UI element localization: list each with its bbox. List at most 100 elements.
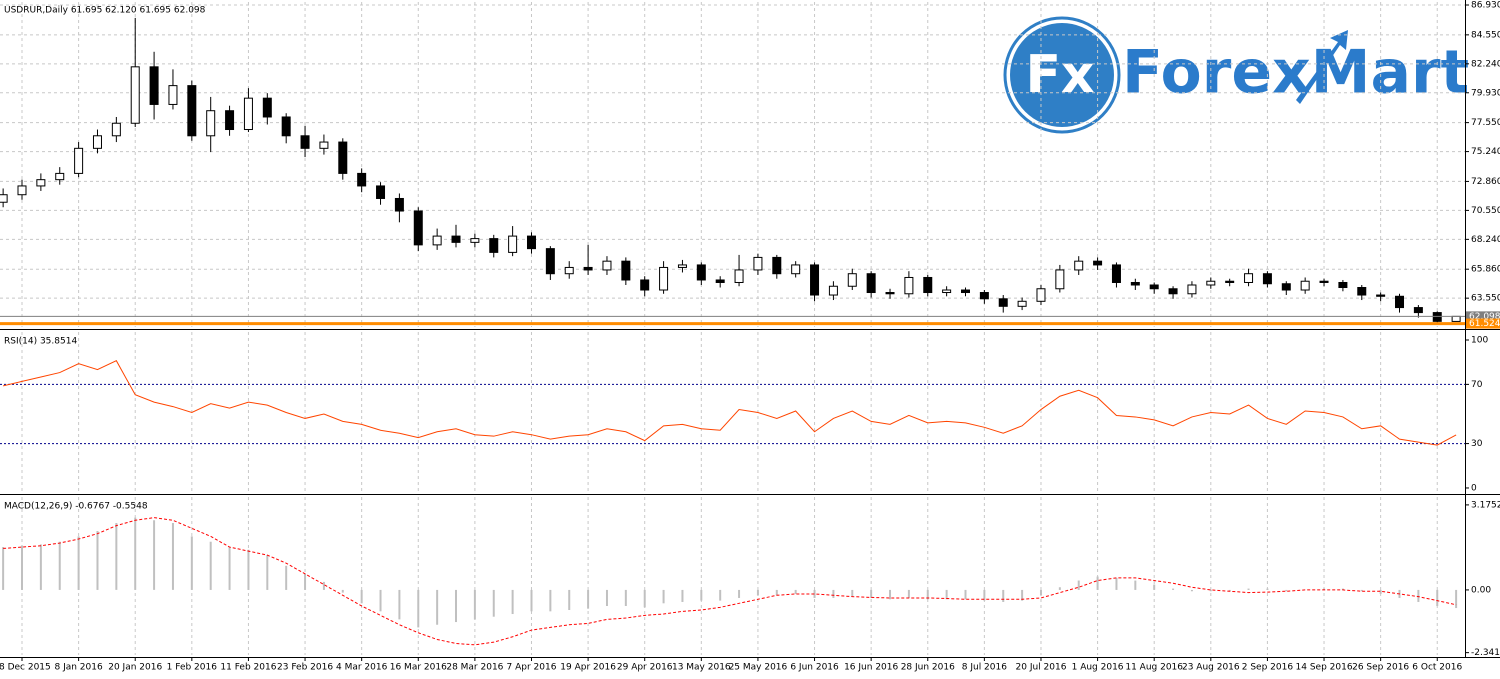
- candle-body: [696, 264, 706, 281]
- y-tick-label: 86.930: [1471, 1, 1500, 11]
- panel-title: USDRUR,Daily 61.695 62.120 61.695 62.098: [4, 6, 206, 16]
- x-tick-label: 1 Feb 2016: [167, 663, 218, 673]
- x-tick-label: 8 Jul 2016: [962, 663, 1007, 673]
- candle-body: [357, 172, 367, 187]
- x-tick-label: 13 May 2016: [672, 663, 731, 673]
- candle-body: [715, 279, 725, 283]
- price-label: 61.524: [1469, 319, 1500, 329]
- candle-body: [1036, 288, 1046, 302]
- y-tick-label: 0: [1471, 483, 1477, 493]
- candle-body: [187, 85, 197, 137]
- candle-body: [1413, 307, 1423, 314]
- logo-arrow: [1296, 30, 1348, 104]
- candle-body: [281, 116, 291, 137]
- candle-body: [1055, 269, 1065, 290]
- candle-body: [1149, 284, 1159, 290]
- y-tick-label: 30: [1471, 439, 1483, 449]
- x-tick-label: 16 Jun 2016: [844, 663, 898, 673]
- candle-body: [36, 179, 46, 187]
- y-tick-label: 70.550: [1471, 206, 1500, 216]
- price-label-box: [1466, 318, 1500, 329]
- candle-body: [1111, 264, 1121, 283]
- candle-body: [1093, 260, 1103, 266]
- candle-body: [621, 260, 631, 281]
- candle-body: [564, 266, 574, 275]
- watermark: Fx ForexMart: [1003, 16, 1469, 134]
- candle-body: [583, 266, 593, 271]
- panel-title: RSI(14) 35.8514: [4, 337, 77, 347]
- candle-body: [243, 97, 253, 131]
- candle-body: [1338, 281, 1348, 289]
- candle-body: [979, 292, 989, 300]
- candle-body: [942, 289, 952, 294]
- x-tick-label: 7 Apr 2016: [507, 663, 557, 673]
- candle-body: [92, 135, 102, 149]
- candle-body: [1017, 300, 1027, 307]
- candle-body: [753, 256, 763, 271]
- candle-body: [1451, 315, 1461, 322]
- candle-body: [508, 235, 518, 253]
- candle-body: [640, 279, 650, 291]
- candle-body: [111, 122, 121, 137]
- x-tick-label: 1 Aug 2016: [1072, 663, 1124, 673]
- candle-body: [1281, 283, 1291, 291]
- candle-body: [1225, 280, 1235, 283]
- x-tick-label: 6 Jun 2016: [790, 663, 839, 673]
- candle-body: [602, 260, 612, 271]
- candle-body: [470, 238, 480, 243]
- candle-body: [659, 266, 669, 291]
- candle-body: [376, 185, 386, 199]
- candle-body: [1357, 287, 1367, 296]
- candle-body: [319, 141, 329, 149]
- price-label: 62.098: [1469, 312, 1500, 322]
- rsi-line: [3, 360, 1457, 446]
- y-tick-label: 82.240: [1471, 59, 1500, 69]
- x-tick-label: 28 Jun 2016: [901, 663, 955, 673]
- candle-body: [1395, 295, 1405, 309]
- candle-body: [677, 264, 687, 268]
- logo-text: ForexMart: [1122, 38, 1469, 108]
- candle-body: [432, 235, 442, 246]
- candle-body: [526, 235, 536, 250]
- candle-body: [130, 66, 140, 124]
- x-tick-label: 6 Oct 2016: [1412, 663, 1462, 673]
- x-tick-label: 23 Aug 2016: [1182, 663, 1240, 673]
- candle-body: [1074, 260, 1084, 271]
- logo-circle: [1010, 23, 1114, 127]
- y-tick-label: 3.1752: [1471, 500, 1500, 510]
- y-tick-label: 70: [1471, 380, 1483, 390]
- y-tick-label: -2.3417: [1471, 648, 1500, 658]
- candle-body: [74, 147, 84, 174]
- x-tick-label: 29 Apr 2016: [617, 663, 673, 673]
- candle-body: [904, 276, 914, 295]
- y-tick-label: 84.550: [1471, 30, 1500, 40]
- x-tick-label: 11 Aug 2016: [1125, 663, 1183, 673]
- panel-title: MACD(12,26,9) -0.6767 -0.5548: [4, 502, 148, 512]
- candle-body: [961, 289, 970, 294]
- candle-body: [810, 264, 820, 296]
- candle-body: [0, 194, 8, 203]
- price-label-box: [1466, 311, 1500, 322]
- candle-body: [1244, 273, 1254, 283]
- candle-body: [998, 298, 1008, 307]
- candle-body: [734, 269, 744, 283]
- candle-body: [55, 172, 65, 181]
- x-tick-label: 20 Jan 2016: [108, 663, 162, 673]
- signal-line: [3, 517, 1457, 646]
- candle-body: [262, 97, 272, 118]
- logo-badge: Fx: [1025, 45, 1094, 105]
- x-tick-label: 19 Apr 2016: [560, 663, 616, 673]
- candle-body: [828, 285, 838, 296]
- candle-body: [923, 276, 933, 294]
- candle-body: [413, 210, 423, 246]
- candle-body: [394, 197, 404, 212]
- y-tick-label: 0.00: [1471, 585, 1491, 595]
- y-tick-label: 100: [1471, 335, 1488, 345]
- candle-body: [451, 235, 461, 243]
- x-tick-label: 28 Dec 2015: [0, 663, 51, 673]
- candle-body: [1187, 284, 1197, 295]
- candle-body: [1130, 281, 1140, 286]
- candle-body: [149, 66, 159, 105]
- candle-body: [791, 264, 801, 275]
